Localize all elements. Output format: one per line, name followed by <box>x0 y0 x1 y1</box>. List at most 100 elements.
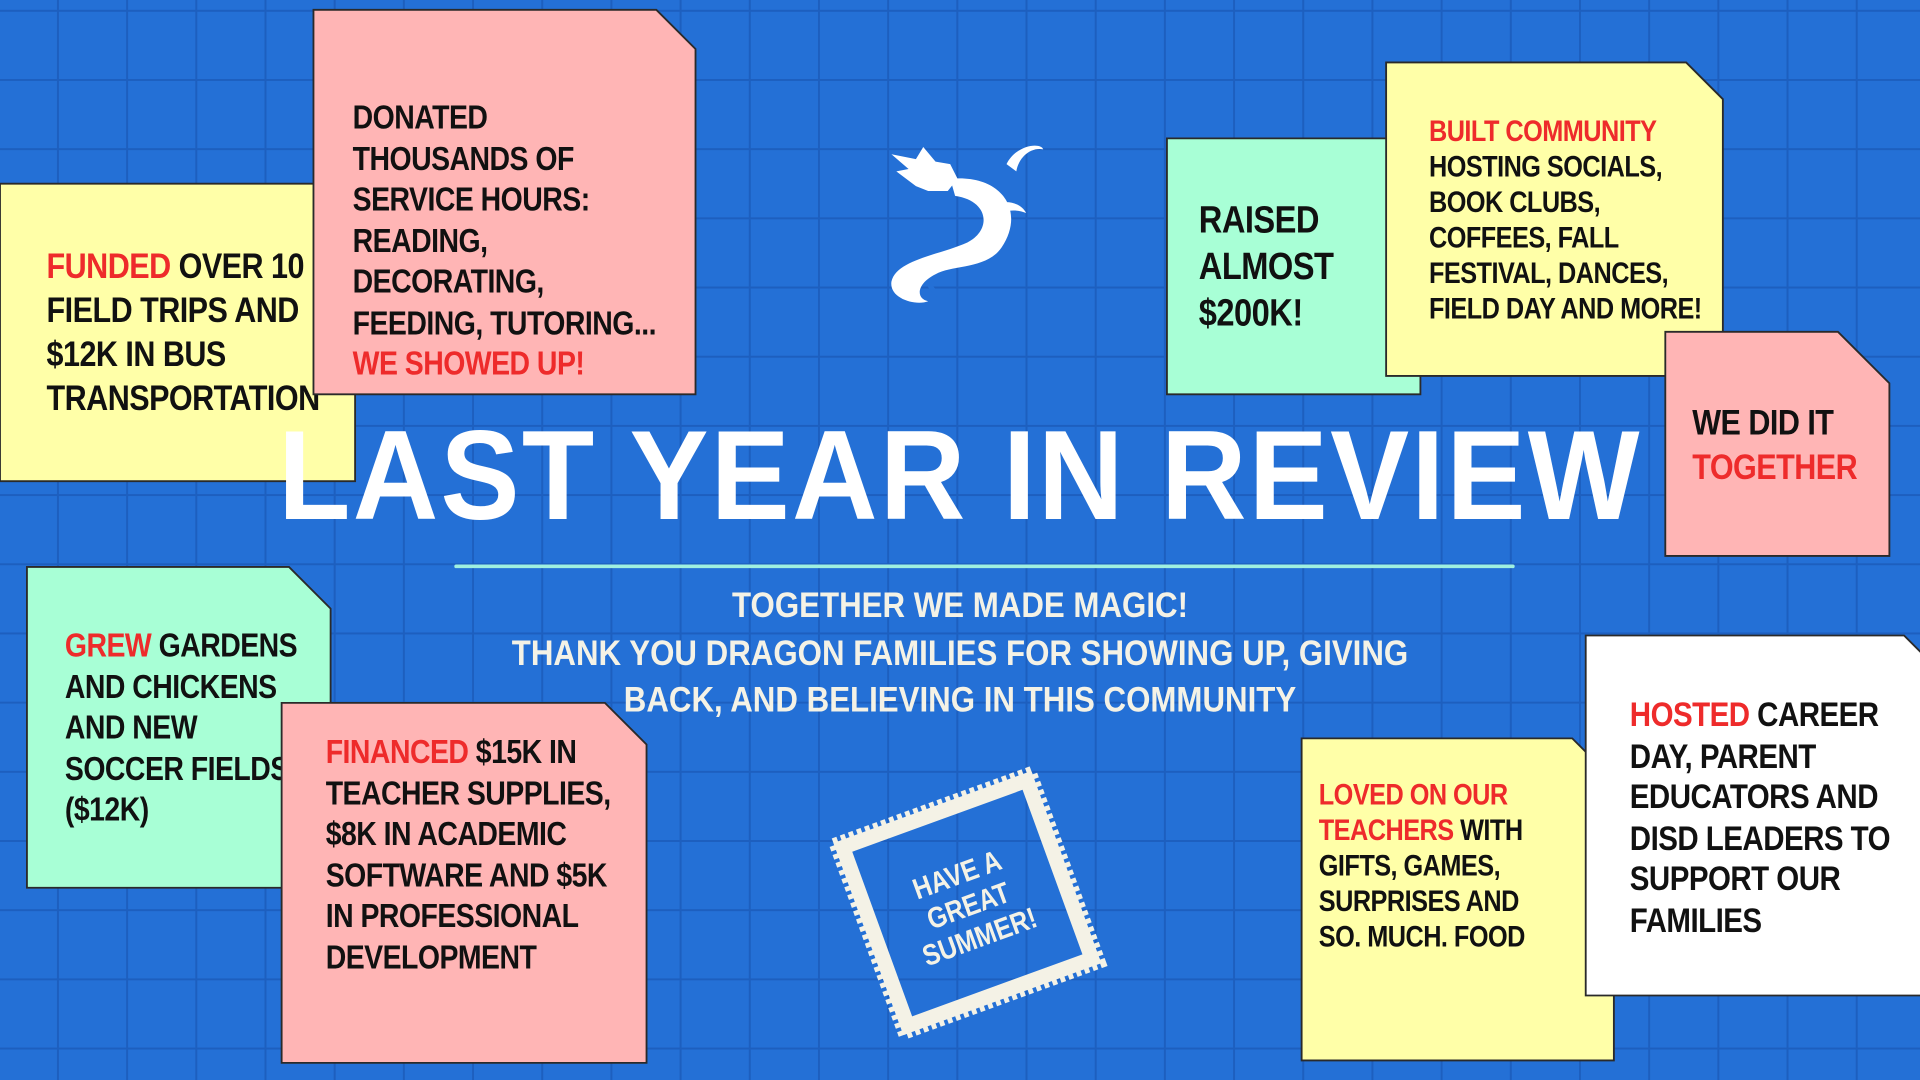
body-text: WE DID IT <box>1692 404 1834 444</box>
note-line: SUPPORT OUR <box>1630 858 1890 899</box>
subtitle-line: THANK YOU DRAGON FAMILIES FOR SHOWING UP… <box>511 633 1409 673</box>
note-service-hours: DONATED THOUSANDS OF SERVICE HOURS: READING… <box>312 8 697 396</box>
body-text: $8K IN ACADEMIC <box>325 815 567 853</box>
note-line: SO. MUCH. FOOD <box>1319 920 1526 956</box>
body-text: $15K IN <box>468 733 577 771</box>
note-text: HOSTED CAREER DAY, PARENT EDUCATORS AND DIS… <box>1629 694 1891 940</box>
body-text: COFFEES, FALL <box>1428 221 1619 255</box>
highlight-text: TEACHERS <box>1318 814 1454 848</box>
note-line: IN PROFESSIONAL <box>326 896 611 937</box>
divider <box>454 564 1515 569</box>
note-line: RAISED <box>1199 197 1334 244</box>
highlight-text: FUNDED <box>46 247 172 287</box>
note-line: READING, <box>353 221 656 262</box>
body-text: WITH <box>1453 814 1523 848</box>
note-line: LOVED ON OUR <box>1319 778 1525 814</box>
body-text: HOSTING SOCIALS, <box>1428 150 1663 184</box>
note-line: BUILT COMMUNITY <box>1429 114 1702 150</box>
subtitle: TOGETHER WE MADE MAGIC! THANK YOU DRAGON… <box>115 583 1805 724</box>
body-text: FESTIVAL, DANCES, <box>1428 257 1669 291</box>
note-paper <box>1664 330 1891 557</box>
body-text: $12K IN BUS <box>46 335 227 375</box>
note-community: BUILT COMMUNITY HOSTING SOCIALS, BOOK CLUB… <box>1385 61 1724 377</box>
note-line: FAMILIES <box>1630 899 1890 940</box>
highlight-text: BUILT COMMUNITY <box>1428 115 1657 149</box>
page-title: LAST YEAR IN REVIEW <box>278 405 1642 548</box>
body-text: SERVICE HOURS: <box>352 181 591 218</box>
note-line: DISD LEADERS TO <box>1629 817 1891 858</box>
subtitle-line: BACK, AND BELIEVING IN THIS COMMUNITY <box>623 680 1297 721</box>
body-text: DONATED <box>352 99 488 136</box>
body-text: DAY, PARENT <box>1629 736 1816 775</box>
note-raised: RAISED ALMOST $200K! <box>1166 137 1422 396</box>
note-teachers: LOVED ON OUR TEACHERS WITH GIFTS, GAMES, SU… <box>1300 737 1615 1062</box>
note-line: TEACHER SUPPLIES, <box>326 773 611 814</box>
body-text: IN PROFESSIONAL <box>325 897 579 935</box>
note-financed: FINANCED $15K IN TEACHER SUPPLIES, $8K IN … <box>280 701 648 1064</box>
note-line: DECORATING, <box>353 262 656 303</box>
note-line: COFFEES, FALL <box>1429 220 1702 256</box>
note-line: FESTIVAL, DANCES, <box>1429 256 1702 292</box>
highlight-text: GREW <box>64 626 152 664</box>
note-paper <box>1385 61 1724 377</box>
note-line: THOUSANDS OF <box>353 139 656 180</box>
body-text: FAMILIES <box>1629 900 1762 939</box>
note-line: ($12K) <box>65 790 297 831</box>
body-text: FEEDING, TUTORING... <box>352 304 657 342</box>
note-line: TOGETHER <box>1692 446 1857 490</box>
body-text: SUPPORT OUR <box>1629 859 1841 898</box>
body-text: DISD LEADERS TO <box>1629 818 1891 857</box>
body-text: ALMOST <box>1198 244 1334 288</box>
note-line: FUNDED OVER 10 <box>47 245 320 289</box>
note-line: ALMOST <box>1199 244 1334 291</box>
body-text: $200K! <box>1198 291 1303 335</box>
body-text: FIELD DAY AND MORE! <box>1428 292 1702 326</box>
note-line: $8K IN ACADEMIC <box>326 814 611 855</box>
note-line: SOCCER FIELDS <box>65 749 297 790</box>
note-hosted: HOSTED CAREER DAY, PARENT EDUCATORS AND DIS… <box>1584 634 1920 997</box>
note-line: AND NEW <box>65 708 297 749</box>
note-line: WE DID IT <box>1692 402 1857 446</box>
note-line: FEEDING, TUTORING... <box>352 303 657 344</box>
body-text: READING, <box>352 222 488 259</box>
stamp-border <box>826 763 1109 1043</box>
highlight-text: LOVED ON OUR <box>1318 778 1508 812</box>
note-line: DAY, PARENT <box>1630 735 1890 776</box>
note-field-trips: FUNDED OVER 10 FIELD TRIPS AND $12K IN BUS… <box>0 182 357 483</box>
body-text: OVER 10 <box>170 247 305 287</box>
note-paper <box>1584 634 1920 997</box>
note-line: DONATED <box>353 98 656 139</box>
body-text: TRANSPORTATION <box>46 379 321 419</box>
body-text: GIFTS, GAMES, <box>1318 849 1501 883</box>
note-text: GREW GARDENS AND CHICKENS AND NEW SOCCER FI… <box>64 626 298 831</box>
body-text: CAREER <box>1749 695 1879 734</box>
body-text: SOFTWARE AND $5K <box>325 856 608 894</box>
note-text: LOVED ON OUR TEACHERS WITH GIFTS, GAMES, SU… <box>1318 778 1526 956</box>
body-text: AND NEW <box>64 708 198 746</box>
note-line: TRANSPORTATION <box>46 377 321 421</box>
dragon-icon <box>891 145 1044 303</box>
note-text: DONATED THOUSANDS OF SERVICE HOURS: READING… <box>352 98 657 385</box>
note-line: $200K! <box>1199 290 1334 337</box>
body-text: EDUCATORS AND <box>1629 777 1879 816</box>
note-line: BOOK CLUBS, <box>1429 185 1702 221</box>
note-line: HOSTING SOCIALS, <box>1429 149 1702 185</box>
note-text: BUILT COMMUNITY HOSTING SOCIALS, BOOK CLUB… <box>1429 114 1702 327</box>
note-line: DEVELOPMENT <box>326 937 611 978</box>
note-line: SOFTWARE AND $5K <box>326 855 611 896</box>
note-together: WE DID IT TOGETHER <box>1664 330 1891 557</box>
note-line: WE SHOWED UP! <box>353 344 656 385</box>
note-line: GREW GARDENS <box>64 626 298 667</box>
highlight-text: FINANCED <box>325 733 469 771</box>
note-text: WE DID IT TOGETHER <box>1692 402 1857 490</box>
body-text: BOOK CLUBS, <box>1428 186 1601 220</box>
note-text: RAISED ALMOST $200K! <box>1199 197 1334 337</box>
note-text: FINANCED $15K IN TEACHER SUPPLIES, $8K IN … <box>326 732 611 978</box>
highlight-text: WE SHOWED UP! <box>352 345 585 383</box>
note-paper <box>312 8 697 396</box>
body-text: DECORATING, <box>352 263 545 301</box>
note-line: SERVICE HOURS: <box>353 180 656 221</box>
body-text: THOUSANDS OF <box>352 140 575 177</box>
note-line: TEACHERS WITH <box>1319 813 1525 849</box>
